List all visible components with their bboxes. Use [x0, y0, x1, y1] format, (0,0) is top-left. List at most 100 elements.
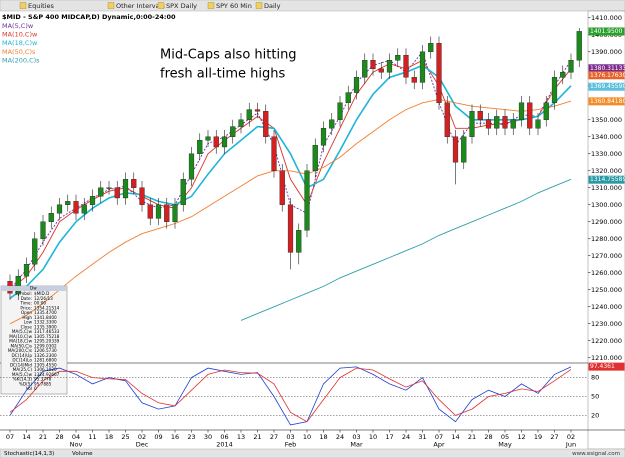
candle-body [114, 187, 120, 199]
y-tick-label: 1270.000 [591, 252, 622, 260]
value-tag-label: 1314.75589 [590, 176, 625, 183]
x-tick-label: 17 [385, 433, 393, 441]
data-window-value: 95.3778 [34, 377, 52, 382]
credit: www.esignal.com [572, 451, 620, 457]
toolbar-icon[interactable] [107, 2, 115, 9]
value-tag [588, 82, 625, 91]
candle-body [576, 31, 582, 61]
candle-body [485, 119, 492, 129]
toolbar-icon[interactable] [19, 2, 27, 9]
y-tick-label: 1220.000 [591, 337, 622, 345]
toolbar-button[interactable]: Daily [264, 2, 281, 10]
data-window-key: MA(200,C)s [8, 348, 32, 353]
candle-body [452, 136, 459, 163]
candle-body [271, 136, 277, 171]
candle-body [180, 179, 186, 205]
data-window-key: Low [24, 320, 33, 325]
toolbar-button[interactable]: SPY 60 Min [216, 2, 252, 10]
toolbar-icon[interactable] [157, 2, 165, 9]
moving-average-line [9, 59, 572, 291]
tab[interactable]: Volume [72, 451, 93, 457]
y-tick-label: 50 [591, 393, 599, 401]
x-month-label: Mar [350, 441, 363, 449]
x-tick-label: 07 [435, 433, 443, 441]
data-window-value: 1332.3300 [34, 320, 57, 325]
toolbar-icon[interactable] [207, 2, 215, 9]
value-tag [588, 64, 625, 73]
candle-body [238, 119, 244, 127]
legend-entry: MA(5,C)w [2, 22, 34, 30]
x-tick-label: 04 [72, 433, 80, 441]
candle-body [320, 128, 327, 146]
candle-body [197, 139, 203, 154]
y-tick-label: 1230.000 [591, 320, 622, 328]
candle-body [477, 111, 483, 120]
data-window-value: 1317.46533 [34, 329, 60, 334]
data-window-key: %K(14,3) [13, 377, 33, 382]
toolbar-button[interactable]: SPX Daily [166, 2, 197, 10]
toolbar-button[interactable]: Other Intervals [116, 2, 165, 10]
candle-body [395, 54, 401, 61]
candle-body [296, 230, 302, 253]
toolbar-button[interactable]: Equities [28, 2, 55, 10]
candle-body [353, 77, 360, 93]
data-window-key: DC(14)Lo [12, 358, 32, 363]
candle-body [213, 136, 219, 148]
toolbar-icon[interactable] [255, 2, 263, 9]
candle-body [510, 119, 516, 129]
x-tick-label: 10 [369, 433, 377, 441]
x-tick-label: 18 [105, 433, 113, 441]
candle-body [386, 60, 393, 73]
candle-body [230, 126, 236, 137]
y-tick-label: 1320.000 [591, 167, 622, 175]
tab[interactable]: Stochastic(14,1,3) [4, 451, 54, 457]
x-tick-label: 28 [484, 433, 492, 441]
candle-body [568, 60, 574, 73]
y-tick-label: 1240.000 [591, 303, 622, 311]
x-tick-label: 14 [22, 433, 30, 441]
legend-entry: MA(50,C)s [2, 48, 36, 56]
moving-average-line [240, 178, 572, 321]
candle-body [221, 136, 228, 148]
candle-body [254, 109, 261, 112]
candle-body [337, 102, 343, 120]
x-tick-label: 11 [88, 433, 96, 441]
data-window-key: Symbol: [15, 291, 32, 296]
x-tick-label: 28 [55, 433, 63, 441]
candle-body [494, 116, 500, 129]
data-window-key: MA(5,C)w [12, 329, 33, 334]
data-window-value: 0 [34, 386, 37, 391]
y-tick-label: 1330.000 [591, 150, 622, 158]
x-month-label: Apr [433, 441, 445, 449]
data-window-key: Close [21, 324, 33, 329]
moving-average-line [9, 50, 572, 291]
legend-entry: MA(10,C)w [2, 31, 38, 39]
candle-body [411, 77, 417, 83]
data-window [0, 285, 68, 395]
data-window-key: DC(14)Mid [10, 362, 33, 367]
candle-body [518, 102, 525, 120]
y-tick-label: 1280.000 [591, 235, 622, 243]
data-window-value: 1341.8400 [34, 315, 57, 320]
candle-body [172, 204, 178, 222]
x-month-label: Nov [70, 441, 83, 449]
x-tick-label: 21 [39, 433, 47, 441]
x-tick-label: 21 [253, 433, 261, 441]
candle-body [98, 187, 104, 197]
candle-body [56, 204, 63, 214]
legend-entry: MA(18,C)w [2, 39, 38, 47]
candle-body [263, 111, 269, 137]
y-tick-label: 1210.000 [591, 354, 622, 362]
candle-body [378, 68, 384, 73]
data-window-value: 1305.4550 [34, 362, 57, 367]
data-window-value: 00:00 [34, 301, 46, 306]
candle-body [205, 136, 211, 141]
annotation: Mid-Caps also hitting [160, 48, 297, 63]
y-tick-label: 20 [591, 411, 599, 419]
candle-body [164, 204, 170, 222]
x-month-label: May [498, 441, 512, 449]
candle-body [436, 43, 442, 103]
y-tick-label: 1410.000 [591, 14, 622, 22]
data-window-key: Time: [19, 301, 32, 306]
